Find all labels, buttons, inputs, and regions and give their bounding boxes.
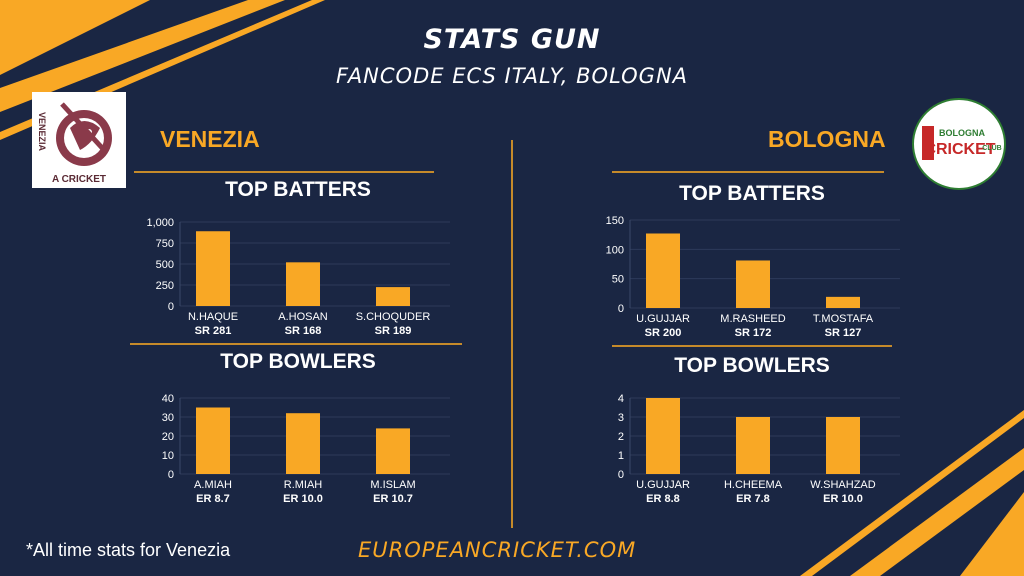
y-tick-label: 30 [162,412,174,424]
venezia-logo: VENEZIA A CRICKET [32,92,126,188]
y-tick-label: 10 [162,450,174,462]
venezia-logo-text-1: VENEZIA [37,112,47,152]
footer-website: EUROPEANCRICKET.COM [358,538,637,562]
bar-sublabel: SR 200 [645,327,682,339]
bar [196,231,230,306]
x-tick-label: T.MOSTAFA [813,313,874,325]
bar-sublabel: SR 127 [825,327,862,339]
x-tick-label: A.HOSAN [278,311,328,323]
bar-sublabel: SR 168 [285,325,322,337]
y-tick-label: 1,000 [146,217,174,229]
team-name-venezia: VENEZIA [160,126,260,152]
venezia-logo-text-2: A CRICKET [52,174,106,185]
x-tick-label: W.SHAHZAD [810,479,875,491]
chart-venezia-batters: 0 250 500 750 1,000 N.HAQUE SR 281 A.HOSAN SR 16… [146,217,450,337]
section-title-venezia-batters: TOP BATTERS [225,178,371,201]
bar-sublabel: ER 10.0 [283,493,323,505]
divider [134,171,434,173]
y-tick-label: 0 [168,301,174,313]
x-tick-label: M.ISLAM [370,479,415,491]
y-tick-label: 500 [156,259,174,271]
x-tick-label: R.MIAH [284,479,323,491]
bar [646,233,680,308]
y-tick-label: 150 [606,215,624,227]
chart-bologna-batters: 0 50 100 150 U.GUJJAR SR 200 M.RASHEED SR 172 T.… [606,215,900,339]
y-tick-label: 750 [156,238,174,250]
page-subtitle: FANCODE ECS ITALY, BOLOGNA [335,64,689,88]
y-tick-label: 250 [156,280,174,292]
divider [612,171,884,173]
bar [826,296,860,308]
divider [130,343,462,345]
section-title-bologna-batters: TOP BATTERS [679,182,825,205]
bar-sublabel: ER 7.8 [736,493,770,505]
bar [376,287,410,306]
x-tick-label: A.MIAH [194,479,232,491]
y-tick-label: 3 [618,412,624,424]
x-tick-label: U.GUJJAR [636,479,690,491]
bar-sublabel: SR 281 [195,325,232,337]
y-tick-label: 4 [618,393,624,405]
x-tick-label: S.CHOQUDER [356,311,431,323]
bologna-logo-text-2: CRICKET [924,141,995,158]
x-tick-label: H.CHEEMA [724,479,783,491]
divider [612,345,892,347]
bar [286,413,320,474]
bar [196,407,230,474]
bar-sublabel: SR 172 [735,327,772,339]
team-name-bologna: BOLOGNA [768,126,886,152]
y-tick-label: 0 [618,303,624,315]
page-title: STATS GUN [423,24,601,55]
bologna-logo-text-1: BOLOGNA [939,128,985,138]
bar-sublabel: ER 10.0 [823,493,863,505]
bologna-logo-text-3: CLUB [982,145,1001,152]
bar-sublabel: SR 189 [375,325,412,337]
section-title-bologna-bowlers: TOP BOWLERS [674,354,830,377]
chart-bologna-bowlers: 0 1 2 3 4 U.GUJJAR ER 8.8 H.CHEEMA ER 7.8 W.SHAHZ… [618,393,900,505]
y-tick-label: 0 [168,469,174,481]
bologna-logo: BOLOGNA CRICKET CLUB [912,98,1006,190]
bar [826,417,860,474]
y-tick-label: 0 [618,469,624,481]
x-tick-label: U.GUJJAR [636,313,690,325]
y-tick-label: 2 [618,431,624,443]
bar [376,428,410,474]
section-title-venezia-bowlers: TOP BOWLERS [220,350,376,373]
bar-sublabel: ER 10.7 [373,493,413,505]
y-tick-label: 1 [618,450,624,462]
bar [646,398,680,474]
chart-venezia-bowlers: 0 10 20 30 40 A.MIAH ER 8.7 R.MIAH ER 10.0 M.ISLA… [162,393,450,505]
footer-note: *All time stats for Venezia [26,540,231,560]
y-tick-label: 40 [162,393,174,405]
x-tick-label: M.RASHEED [720,313,785,325]
bar [736,417,770,474]
bar-sublabel: ER 8.7 [196,493,230,505]
y-tick-label: 20 [162,431,174,443]
x-tick-label: N.HAQUE [188,311,238,323]
y-tick-label: 50 [612,274,624,286]
bar-sublabel: ER 8.8 [646,493,680,505]
y-tick-label: 100 [606,244,624,256]
bar [286,262,320,306]
bar [736,260,770,308]
